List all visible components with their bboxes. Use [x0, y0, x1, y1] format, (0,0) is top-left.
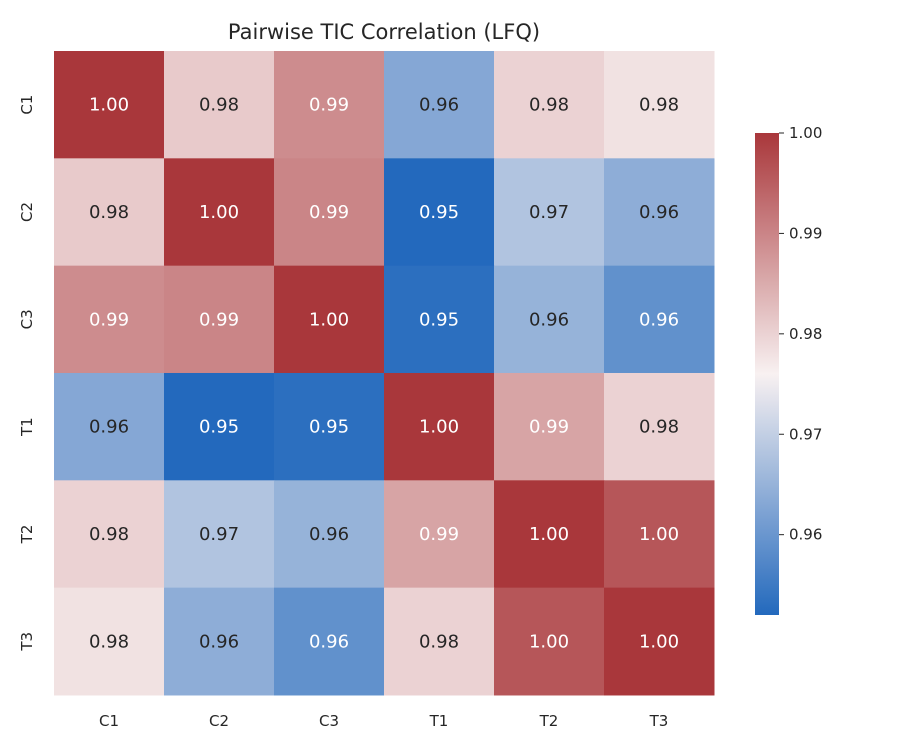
colorbar-tick-label: 0.98	[789, 325, 822, 343]
heatmap-cell	[494, 372, 605, 481]
x-tick-label: T2	[539, 712, 559, 730]
colorbar-ticks: 0.96 0.97 0.98 0.99 1.00	[779, 124, 822, 544]
heatmap-cell	[604, 480, 715, 589]
colorbar-tick-label: 0.97	[789, 425, 822, 443]
heatmap-cell	[54, 158, 165, 267]
heatmap-cell	[164, 51, 275, 159]
cell-value-label: 0.97	[199, 524, 239, 545]
x-axis-ticks: C1 C2 C3 T1 T2 T3	[99, 712, 668, 730]
y-tick-label: C1	[18, 95, 36, 115]
cell-value-label: 1.00	[639, 631, 679, 652]
cell-value-label: 1.00	[529, 524, 569, 545]
cell-value-label: 0.98	[199, 95, 239, 116]
cell-value-label: 0.98	[89, 524, 129, 545]
heatmap-cell	[604, 265, 715, 374]
heatmap-cell	[494, 265, 605, 374]
heatmap-cell	[604, 51, 715, 159]
cell-value-label: 0.96	[639, 202, 679, 223]
heatmap-cell	[384, 265, 495, 374]
y-tick-label: T2	[18, 525, 36, 545]
heatmap-cell	[274, 372, 385, 481]
heatmap-cell	[274, 480, 385, 589]
heatmap-cell	[384, 51, 495, 159]
heatmap-cell	[384, 158, 495, 267]
heatmap-cell	[274, 587, 385, 696]
heatmap-cells: 1.00 0.98 0.99 0.96 0.98 0.98 0.98 1.00 0.99 0.95…	[54, 51, 715, 696]
cell-value-label: 0.95	[309, 417, 349, 438]
cell-value-label: 0.96	[89, 417, 129, 438]
cell-value-label: 0.96	[309, 524, 349, 545]
cell-value-label: 0.95	[419, 202, 459, 223]
cell-value-label: 0.96	[199, 631, 239, 652]
y-tick-label: T1	[18, 417, 36, 437]
heatmap-cell	[274, 265, 385, 374]
heatmap-cell	[384, 480, 495, 589]
colorbar-tick-label: 1.00	[789, 124, 822, 142]
cell-value-label: 0.98	[89, 202, 129, 223]
cell-value-label: 1.00	[419, 417, 459, 438]
y-tick-label: C3	[18, 309, 36, 329]
heatmap-cell	[54, 265, 165, 374]
cell-value-label: 0.96	[529, 309, 569, 330]
cell-value-label: 0.98	[639, 95, 679, 116]
heatmap-cell	[604, 158, 715, 267]
y-tick-label: C2	[18, 202, 36, 222]
heatmap-cell	[164, 372, 275, 481]
cell-value-label: 1.00	[309, 309, 349, 330]
cell-value-label: 0.99	[89, 309, 129, 330]
cell-value-label: 1.00	[199, 202, 239, 223]
chart-title: Pairwise TIC Correlation (LFQ)	[228, 20, 540, 44]
cell-value-label: 0.99	[529, 417, 569, 438]
cell-value-label: 1.00	[639, 524, 679, 545]
heatmap-cell	[494, 51, 605, 159]
cell-value-label: 1.00	[89, 95, 129, 116]
heatmap-cell	[604, 587, 715, 696]
heatmap-cell	[54, 372, 165, 481]
heatmap-cell	[164, 480, 275, 589]
heatmap-cell	[164, 587, 275, 696]
cell-value-label: 0.98	[419, 631, 459, 652]
x-tick-label: C1	[99, 712, 119, 730]
cell-value-label: 0.99	[419, 524, 459, 545]
x-tick-label: T1	[429, 712, 449, 730]
x-tick-label: T3	[649, 712, 669, 730]
heatmap-cell	[494, 158, 605, 267]
x-tick-label: C3	[319, 712, 339, 730]
cell-value-label: 0.99	[309, 95, 349, 116]
heatmap-cell	[164, 158, 275, 267]
cell-value-label: 0.99	[199, 309, 239, 330]
colorbar-tick-label: 0.99	[789, 224, 822, 242]
y-tick-label: T3	[18, 632, 36, 652]
heatmap-cell	[164, 265, 275, 374]
colorbar-tick-label: 0.96	[789, 526, 822, 544]
heatmap-cell	[54, 480, 165, 589]
cell-value-label: 0.98	[89, 631, 129, 652]
heatmap-cell	[384, 372, 495, 481]
heatmap-cell	[494, 480, 605, 589]
heatmap-cell	[54, 587, 165, 696]
cell-value-label: 0.96	[419, 95, 459, 116]
cell-value-label: 0.97	[529, 202, 569, 223]
cell-value-label: 0.99	[309, 202, 349, 223]
cell-value-label: 1.00	[529, 631, 569, 652]
heatmap-cell	[54, 51, 165, 159]
y-axis-ticks: C1 C2 C3 T1 T2 T3	[18, 95, 36, 652]
cell-value-label: 0.98	[639, 417, 679, 438]
cell-value-label: 0.95	[199, 417, 239, 438]
colorbar	[755, 133, 779, 615]
cell-value-label: 0.96	[639, 309, 679, 330]
heatmap-cell	[604, 372, 715, 481]
x-tick-label: C2	[209, 712, 229, 730]
cell-value-label: 0.98	[529, 95, 569, 116]
heatmap-cell	[274, 51, 385, 159]
cell-value-label: 0.96	[309, 631, 349, 652]
heatmap-cell	[274, 158, 385, 267]
cell-value-label: 0.95	[419, 309, 459, 330]
heatmap-cell	[494, 587, 605, 696]
heatmap-cell	[384, 587, 495, 696]
